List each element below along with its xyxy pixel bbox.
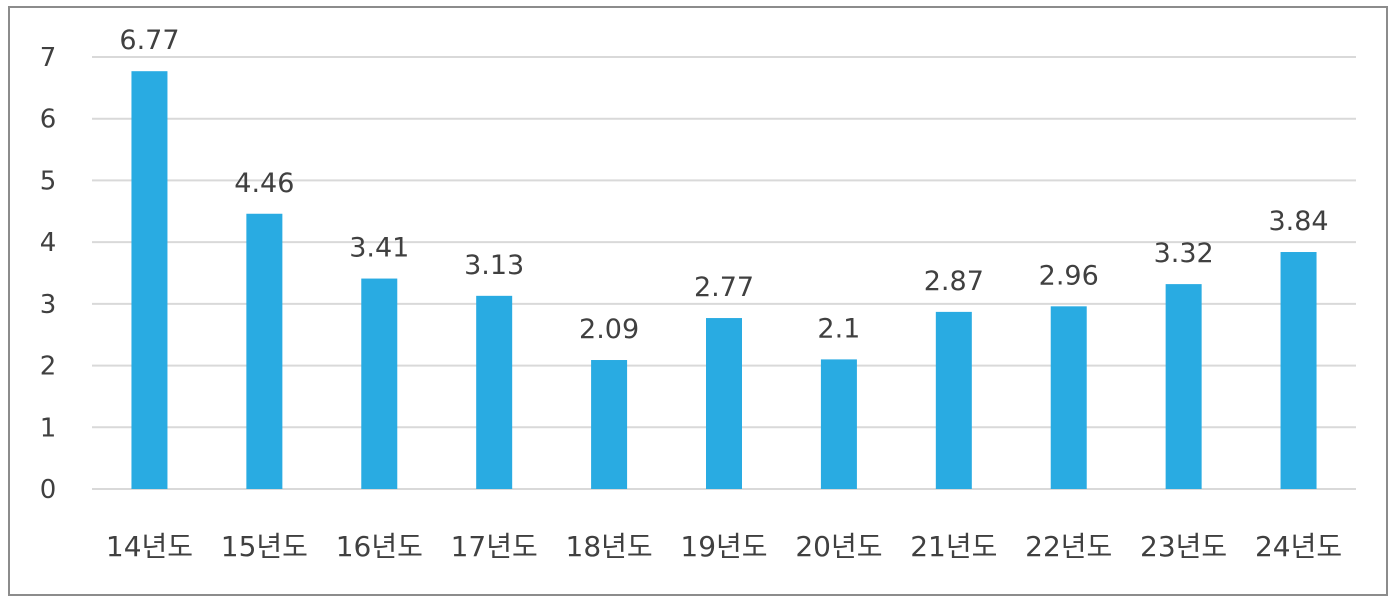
bar (706, 318, 742, 489)
bar (820, 359, 857, 489)
x-tick-label: 24년도 (1255, 530, 1342, 563)
y-tick-label: 3 (40, 290, 57, 320)
x-tick-label: 14년도 (106, 530, 193, 563)
bar (1165, 284, 1202, 489)
bar (935, 311, 972, 489)
y-tick-label: 1 (40, 413, 57, 443)
bar (361, 278, 398, 489)
x-tick-label: 15년도 (221, 530, 308, 563)
y-axis-ticks: 0 1 2 3 4 5 6 7 (40, 43, 57, 505)
data-label: 3.13 (464, 250, 524, 281)
data-label: 2.87 (924, 266, 984, 297)
y-tick-label: 0 (40, 475, 57, 505)
x-tick-label: 20년도 (795, 530, 882, 563)
data-label: 3.32 (1154, 238, 1214, 269)
x-tick-label: 22년도 (1025, 530, 1112, 563)
x-tick-label: 17년도 (451, 530, 538, 563)
bar (1050, 306, 1087, 489)
y-tick-label: 2 (40, 352, 57, 382)
data-labels: 6.77 4.46 3.41 3.13 2.09 2.77 2.1 2.87 2.96 3.32 3… (119, 25, 1328, 345)
data-label: 2.96 (1039, 260, 1099, 291)
data-label: 4.46 (234, 168, 294, 199)
y-tick-label: 7 (40, 43, 57, 73)
y-tick-label: 6 (40, 105, 57, 135)
data-label: 2.77 (694, 272, 754, 303)
bar (246, 213, 283, 490)
y-tick-label: 5 (40, 166, 57, 196)
x-tick-label: 18년도 (566, 530, 653, 563)
bar (591, 360, 628, 489)
data-label: 6.77 (119, 25, 179, 56)
chart-frame (8, 6, 1388, 596)
x-tick-label: 21년도 (910, 530, 997, 563)
data-label: 2.09 (579, 314, 639, 345)
bar (476, 295, 513, 489)
bar (131, 71, 168, 490)
x-tick-label: 19년도 (680, 530, 767, 563)
x-tick-label: 16년도 (336, 530, 423, 563)
y-tick-label: 4 (40, 228, 57, 258)
x-axis-ticks: 14년도 15년도 16년도 17년도 18년도 19년도 20년도 21년도 22년도 23년도… (106, 530, 1342, 563)
x-tick-label: 23년도 (1140, 530, 1227, 563)
gridlines (92, 56, 1356, 490)
bars (131, 71, 1317, 490)
data-label: 3.41 (349, 233, 409, 264)
data-label: 2.1 (817, 313, 860, 344)
data-label: 3.84 (1268, 206, 1328, 237)
bar (1280, 252, 1317, 489)
